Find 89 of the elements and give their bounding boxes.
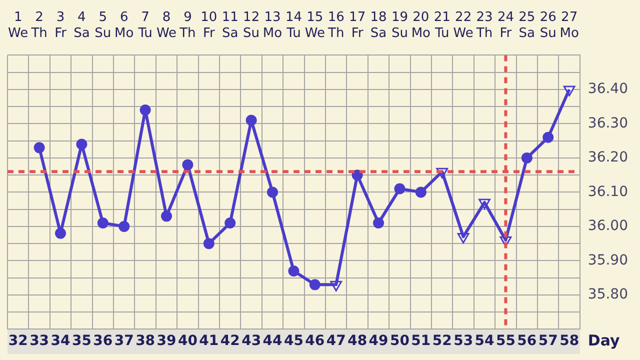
x-tick-label: 53 xyxy=(454,333,474,350)
x-tick-label: 40 xyxy=(178,333,198,350)
x2-tick-label: 2 xyxy=(35,10,44,26)
x2-tick-label: 9 xyxy=(184,10,192,26)
x-tick-label: 51 xyxy=(411,333,431,350)
x2-tick-label: 5 xyxy=(98,10,108,26)
x2-tick-label: 19 xyxy=(391,10,408,26)
x2-tick-label: 11 xyxy=(222,10,238,26)
y-tick-label: 36.40 xyxy=(588,81,628,98)
x-tick-label: 42 xyxy=(220,333,240,350)
x-tick-label: 43 xyxy=(242,333,262,350)
x-tick-label: 41 xyxy=(199,333,219,350)
x-tick-label: 33 xyxy=(30,333,50,350)
text: Sa xyxy=(518,26,536,41)
x2-tick-label: 18 xyxy=(370,10,387,26)
text: Mo xyxy=(560,26,579,41)
y-tick-label: 36.00 xyxy=(588,218,628,234)
text: We xyxy=(8,26,28,41)
x2-tick-label: 27 xyxy=(561,10,578,26)
x-tick-label: 47 xyxy=(326,333,346,350)
text: Th xyxy=(30,26,48,41)
text: Fr xyxy=(202,26,216,41)
x-tick-label: 57 xyxy=(538,333,558,350)
text: Tu xyxy=(137,26,152,41)
x2-tick-label: 13 xyxy=(264,10,281,26)
text: Su xyxy=(540,26,556,41)
x-tick-label: 49 xyxy=(368,333,388,350)
text: Mo xyxy=(262,26,282,41)
x-tick-label: 38 xyxy=(136,333,156,350)
x-tick-label: 55 xyxy=(496,333,516,350)
text: Su xyxy=(391,26,408,41)
text: We xyxy=(156,26,177,41)
x2-tick-label: 3 xyxy=(56,10,65,26)
x2-tick-label: 8 xyxy=(162,10,171,26)
x2-tick-label: 25 xyxy=(518,10,536,26)
x2-tick-label: 7 xyxy=(141,10,150,26)
text: Sa xyxy=(222,26,238,41)
x-tick-label: 56 xyxy=(517,333,537,350)
x2-tick-label: 14 xyxy=(285,10,302,26)
text: Tu xyxy=(286,26,301,41)
x-tick-label: 37 xyxy=(114,333,134,350)
x-tick-label: 44 xyxy=(262,333,283,350)
text: Sa xyxy=(74,26,90,41)
y-tick-label: 36.30 xyxy=(588,115,628,132)
x-tick-label: 45 xyxy=(284,333,304,350)
x-tick-label: 46 xyxy=(305,333,325,350)
x2-tick-label: 15 xyxy=(306,10,324,26)
text: Sa xyxy=(370,26,387,41)
text: Mo xyxy=(114,26,134,41)
text: Fr xyxy=(351,26,364,41)
text: Th xyxy=(178,26,196,41)
y-tick-label: 35.90 xyxy=(588,252,628,268)
x2-tick-label: 22 xyxy=(455,10,472,26)
text: Fr xyxy=(54,26,68,41)
text: Th xyxy=(327,26,344,41)
x2-tick-label: 20 xyxy=(412,10,430,26)
text: Th xyxy=(475,26,493,41)
x2-tick-label: 16 xyxy=(328,10,344,26)
text: Tu xyxy=(434,26,450,41)
text: We xyxy=(453,26,474,41)
x-tick-label: 48 xyxy=(348,333,368,350)
y-tick-label: 36.10 xyxy=(588,184,628,200)
x-tick-label: 32 xyxy=(8,333,28,350)
x-tick-label: 50 xyxy=(390,333,410,350)
x2-tick-label: 23 xyxy=(476,10,493,26)
x-tick-label: 34 xyxy=(50,333,70,350)
x2-tick-label: 12 xyxy=(243,10,260,26)
x2-tick-label: 1 xyxy=(14,10,22,26)
x-tick-label: 35 xyxy=(72,333,92,350)
text: Su xyxy=(94,26,112,41)
x2-tick-label: 24 xyxy=(497,10,514,26)
x2-tick-label: 17 xyxy=(349,10,366,26)
text: We xyxy=(304,26,325,41)
x-tick-label: 54 xyxy=(474,333,495,350)
text: Mo xyxy=(411,26,431,41)
y-tick-label: 35.80 xyxy=(588,286,628,303)
x2-tick-label: 4 xyxy=(78,10,86,26)
x2-tick-label: 26 xyxy=(540,10,556,26)
x-tick-label: 39 xyxy=(156,333,176,350)
x-tick-label: 36 xyxy=(93,333,113,350)
x2-tick-label: 21 xyxy=(434,10,450,26)
y-tick-label: 36.20 xyxy=(588,150,628,166)
x-tick-label: 52 xyxy=(432,333,452,350)
x-axis-title: Day xyxy=(588,331,620,350)
text: Su xyxy=(243,26,260,41)
text: Fr xyxy=(500,26,512,41)
x2-tick-label: 10 xyxy=(200,10,218,26)
x2-tick-label: 6 xyxy=(120,10,128,26)
x-tick-label: 58 xyxy=(560,333,580,350)
